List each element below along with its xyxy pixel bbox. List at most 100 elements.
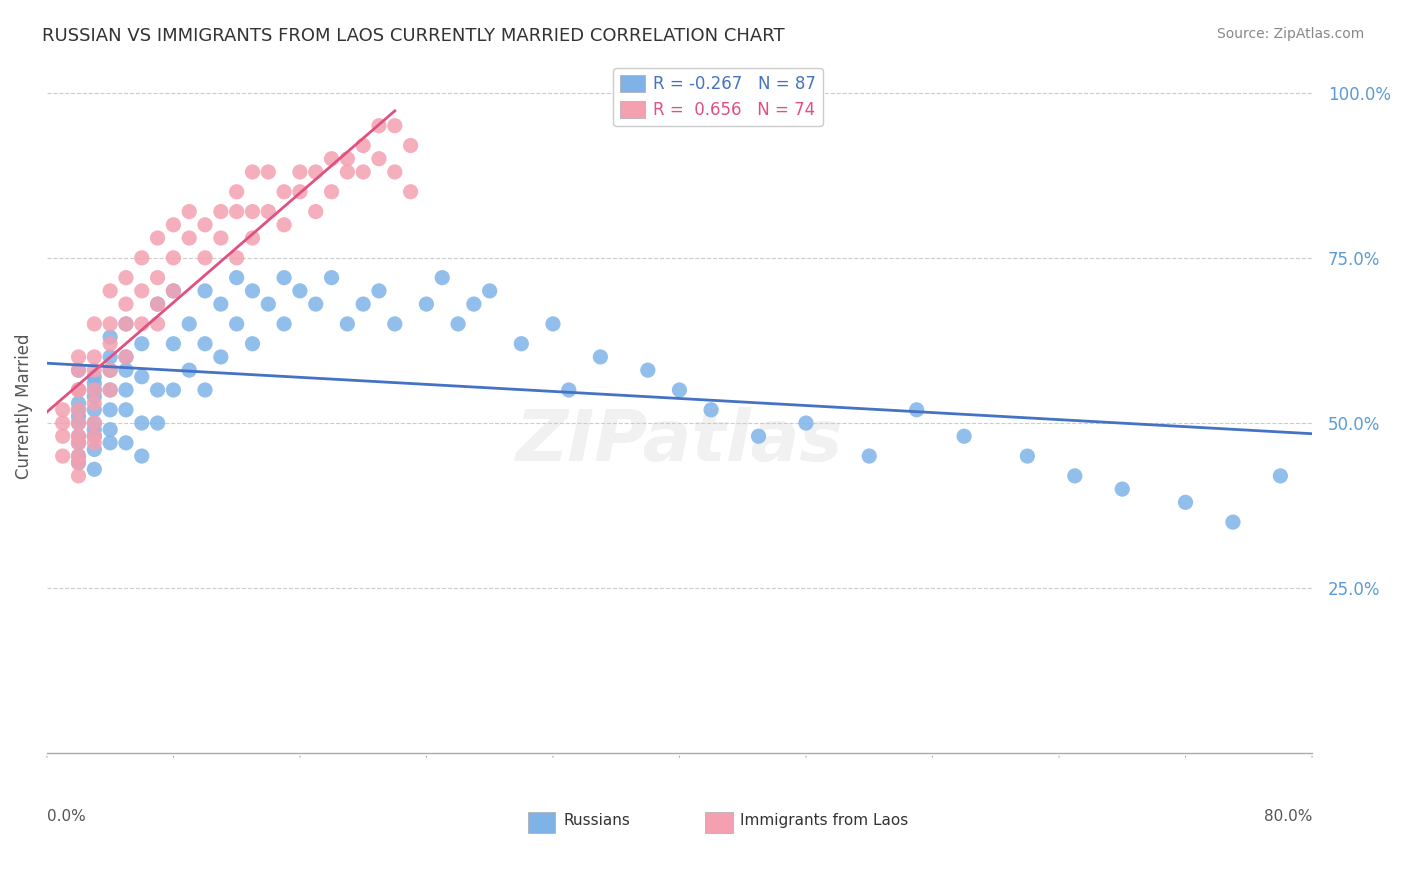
Point bbox=[162, 284, 184, 298]
Point bbox=[131, 449, 153, 463]
Point bbox=[98, 363, 121, 377]
Point bbox=[98, 363, 121, 377]
Text: 80.0%: 80.0% bbox=[1264, 809, 1312, 824]
Point bbox=[115, 363, 138, 377]
Point bbox=[637, 363, 659, 377]
Point bbox=[67, 383, 90, 397]
Point bbox=[67, 363, 90, 377]
Point bbox=[162, 284, 184, 298]
Point bbox=[209, 350, 232, 364]
Text: ZIPatlas: ZIPatlas bbox=[516, 407, 844, 475]
Point bbox=[447, 317, 470, 331]
Point bbox=[115, 297, 138, 311]
Point bbox=[67, 456, 90, 470]
Point bbox=[352, 165, 374, 179]
Point bbox=[83, 396, 105, 410]
Point bbox=[288, 165, 311, 179]
Point bbox=[194, 284, 217, 298]
Point bbox=[384, 119, 406, 133]
Point bbox=[194, 336, 217, 351]
Point bbox=[52, 429, 75, 443]
Point bbox=[115, 350, 138, 364]
Point bbox=[83, 369, 105, 384]
Point bbox=[98, 336, 121, 351]
Point bbox=[146, 383, 169, 397]
Point bbox=[242, 336, 264, 351]
Point bbox=[115, 317, 138, 331]
Point bbox=[242, 165, 264, 179]
Point bbox=[794, 416, 817, 430]
Point bbox=[83, 390, 105, 404]
Point bbox=[858, 449, 880, 463]
Point bbox=[83, 383, 105, 397]
Point bbox=[257, 204, 280, 219]
Point bbox=[146, 297, 169, 311]
Text: Immigrants from Laos: Immigrants from Laos bbox=[740, 814, 908, 828]
FancyBboxPatch shape bbox=[527, 813, 555, 833]
Point bbox=[67, 416, 90, 430]
Point bbox=[146, 416, 169, 430]
Point bbox=[83, 363, 105, 377]
Point bbox=[336, 317, 359, 331]
Point bbox=[1222, 515, 1244, 529]
Point bbox=[83, 350, 105, 364]
Point bbox=[273, 270, 295, 285]
Point bbox=[399, 138, 422, 153]
Point bbox=[98, 330, 121, 344]
Point bbox=[115, 270, 138, 285]
Point bbox=[67, 402, 90, 417]
Point bbox=[368, 119, 391, 133]
Point bbox=[146, 231, 169, 245]
Point bbox=[463, 297, 485, 311]
Point bbox=[352, 297, 374, 311]
Point bbox=[194, 251, 217, 265]
Point bbox=[67, 383, 90, 397]
Point bbox=[98, 402, 121, 417]
Point bbox=[83, 402, 105, 417]
Point bbox=[384, 317, 406, 331]
Point bbox=[305, 204, 328, 219]
Point bbox=[225, 204, 247, 219]
Point bbox=[273, 317, 295, 331]
Point bbox=[478, 284, 501, 298]
Point bbox=[336, 165, 359, 179]
Point bbox=[67, 416, 90, 430]
Point bbox=[668, 383, 690, 397]
Point bbox=[257, 165, 280, 179]
Point bbox=[83, 423, 105, 437]
Point bbox=[368, 152, 391, 166]
Point bbox=[115, 383, 138, 397]
Point bbox=[67, 435, 90, 450]
Text: 0.0%: 0.0% bbox=[46, 809, 86, 824]
Point bbox=[98, 317, 121, 331]
Point bbox=[242, 231, 264, 245]
Point bbox=[510, 336, 533, 351]
Point bbox=[83, 435, 105, 450]
Point bbox=[305, 165, 328, 179]
Point bbox=[83, 416, 105, 430]
Legend: R = -0.267   N = 87, R =  0.656   N = 74: R = -0.267 N = 87, R = 0.656 N = 74 bbox=[613, 68, 823, 126]
Point bbox=[1111, 482, 1133, 496]
Point bbox=[225, 185, 247, 199]
Point bbox=[131, 369, 153, 384]
Text: RUSSIAN VS IMMIGRANTS FROM LAOS CURRENTLY MARRIED CORRELATION CHART: RUSSIAN VS IMMIGRANTS FROM LAOS CURRENTL… bbox=[42, 27, 785, 45]
FancyBboxPatch shape bbox=[704, 813, 733, 833]
Point bbox=[67, 396, 90, 410]
Point bbox=[83, 317, 105, 331]
Point bbox=[1270, 469, 1292, 483]
Point bbox=[541, 317, 564, 331]
Point bbox=[98, 435, 121, 450]
Point bbox=[225, 317, 247, 331]
Point bbox=[194, 218, 217, 232]
Point bbox=[1174, 495, 1197, 509]
Point bbox=[1063, 469, 1085, 483]
Point bbox=[589, 350, 612, 364]
Point bbox=[352, 138, 374, 153]
Point bbox=[67, 435, 90, 450]
Point bbox=[321, 270, 343, 285]
Point bbox=[115, 402, 138, 417]
Point bbox=[131, 416, 153, 430]
Point bbox=[83, 429, 105, 443]
Point bbox=[558, 383, 581, 397]
Point bbox=[162, 218, 184, 232]
